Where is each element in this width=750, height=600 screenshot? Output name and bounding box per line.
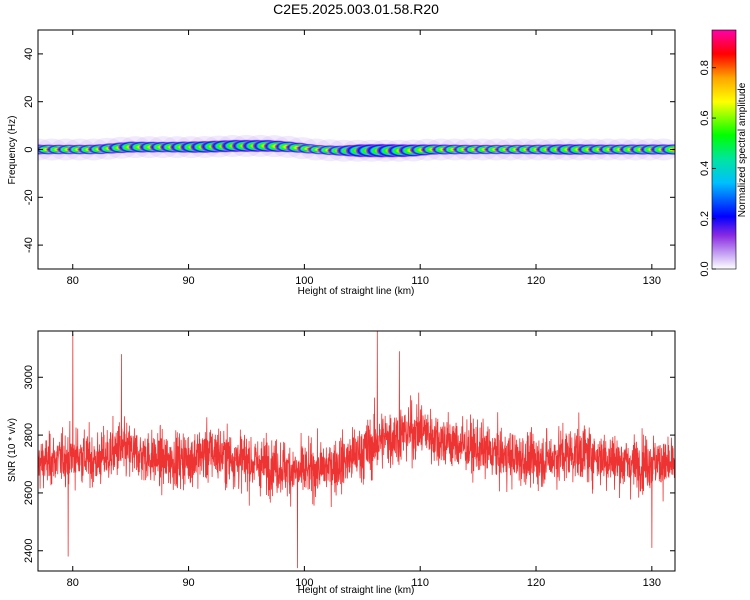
x-tick-label: 130 bbox=[643, 577, 661, 589]
colorbar-label: Normalized spectral amplitude bbox=[737, 82, 748, 217]
chart-title: C2E5.2025.003.01.58.R20 bbox=[273, 1, 439, 17]
y-tick-label: 40 bbox=[23, 48, 35, 60]
y-tick-label: 20 bbox=[23, 96, 35, 108]
spectrogram-y-axis: -40 -20 0 20 40 bbox=[23, 48, 675, 253]
y-tick-label: -40 bbox=[23, 237, 35, 253]
x-tick-label: 110 bbox=[411, 577, 429, 589]
y-tick-label: 0 bbox=[23, 146, 35, 152]
spectrogram-band bbox=[38, 134, 675, 162]
colorbar-ticks: 0.0 0.2 0.4 0.6 0.8 bbox=[699, 60, 716, 277]
x-tick-label: 120 bbox=[527, 577, 545, 589]
spectrogram-panel: 80 90 100 110 120 130 -40 -20 0 20 40 Height of s… bbox=[7, 29, 676, 297]
spectrogram-ylabel: Frequency (Hz) bbox=[7, 116, 18, 185]
x-tick-label: 90 bbox=[182, 577, 194, 589]
snr-y-axis: 2400 2600 2800 3000 bbox=[23, 365, 675, 563]
x-tick-label: 100 bbox=[295, 577, 313, 589]
x-tick-label: 100 bbox=[295, 275, 313, 287]
colorbar: 0.0 0.2 0.4 0.6 0.8 Normalized spectral ampl… bbox=[699, 29, 748, 277]
snr-ylabel: SNR (10 * v/v) bbox=[7, 418, 18, 482]
y-tick-label: 2800 bbox=[23, 423, 35, 447]
colorbar-tick-label: 0.8 bbox=[699, 60, 711, 75]
x-tick-label: 90 bbox=[182, 275, 194, 287]
x-tick-label: 80 bbox=[67, 275, 79, 287]
x-tick-label: 120 bbox=[527, 275, 545, 287]
spectrogram-cell bbox=[659, 143, 675, 156]
snr-panel: 80 90 100 110 120 130 2400 2600 2800 3000 Height… bbox=[7, 330, 676, 596]
y-tick-label: 3000 bbox=[23, 365, 35, 389]
colorbar-tick-label: 0.2 bbox=[699, 211, 711, 226]
spectrogram-x-axis: 80 90 100 110 120 130 bbox=[67, 30, 661, 287]
snr-x-axis: 80 90 100 110 120 130 bbox=[67, 331, 661, 589]
colorbar-tick-label: 0.6 bbox=[699, 110, 711, 125]
colorbar-gradient bbox=[712, 30, 736, 269]
spectrogram-xlabel: Height of straight line (km) bbox=[298, 286, 415, 297]
snr-series-line bbox=[38, 331, 675, 569]
x-tick-label: 80 bbox=[67, 577, 79, 589]
y-tick-label: 2600 bbox=[23, 481, 35, 505]
snr-xlabel: Height of straight line (km) bbox=[298, 585, 415, 596]
y-tick-label: 2400 bbox=[23, 539, 35, 563]
x-tick-label: 130 bbox=[643, 275, 661, 287]
y-tick-label: -20 bbox=[23, 189, 35, 205]
snr-frame bbox=[37, 330, 676, 572]
colorbar-frame bbox=[711, 29, 737, 270]
x-tick-label: 110 bbox=[411, 275, 429, 287]
colorbar-tick-label: 0.0 bbox=[699, 261, 711, 276]
colorbar-tick-label: 0.4 bbox=[699, 161, 711, 176]
